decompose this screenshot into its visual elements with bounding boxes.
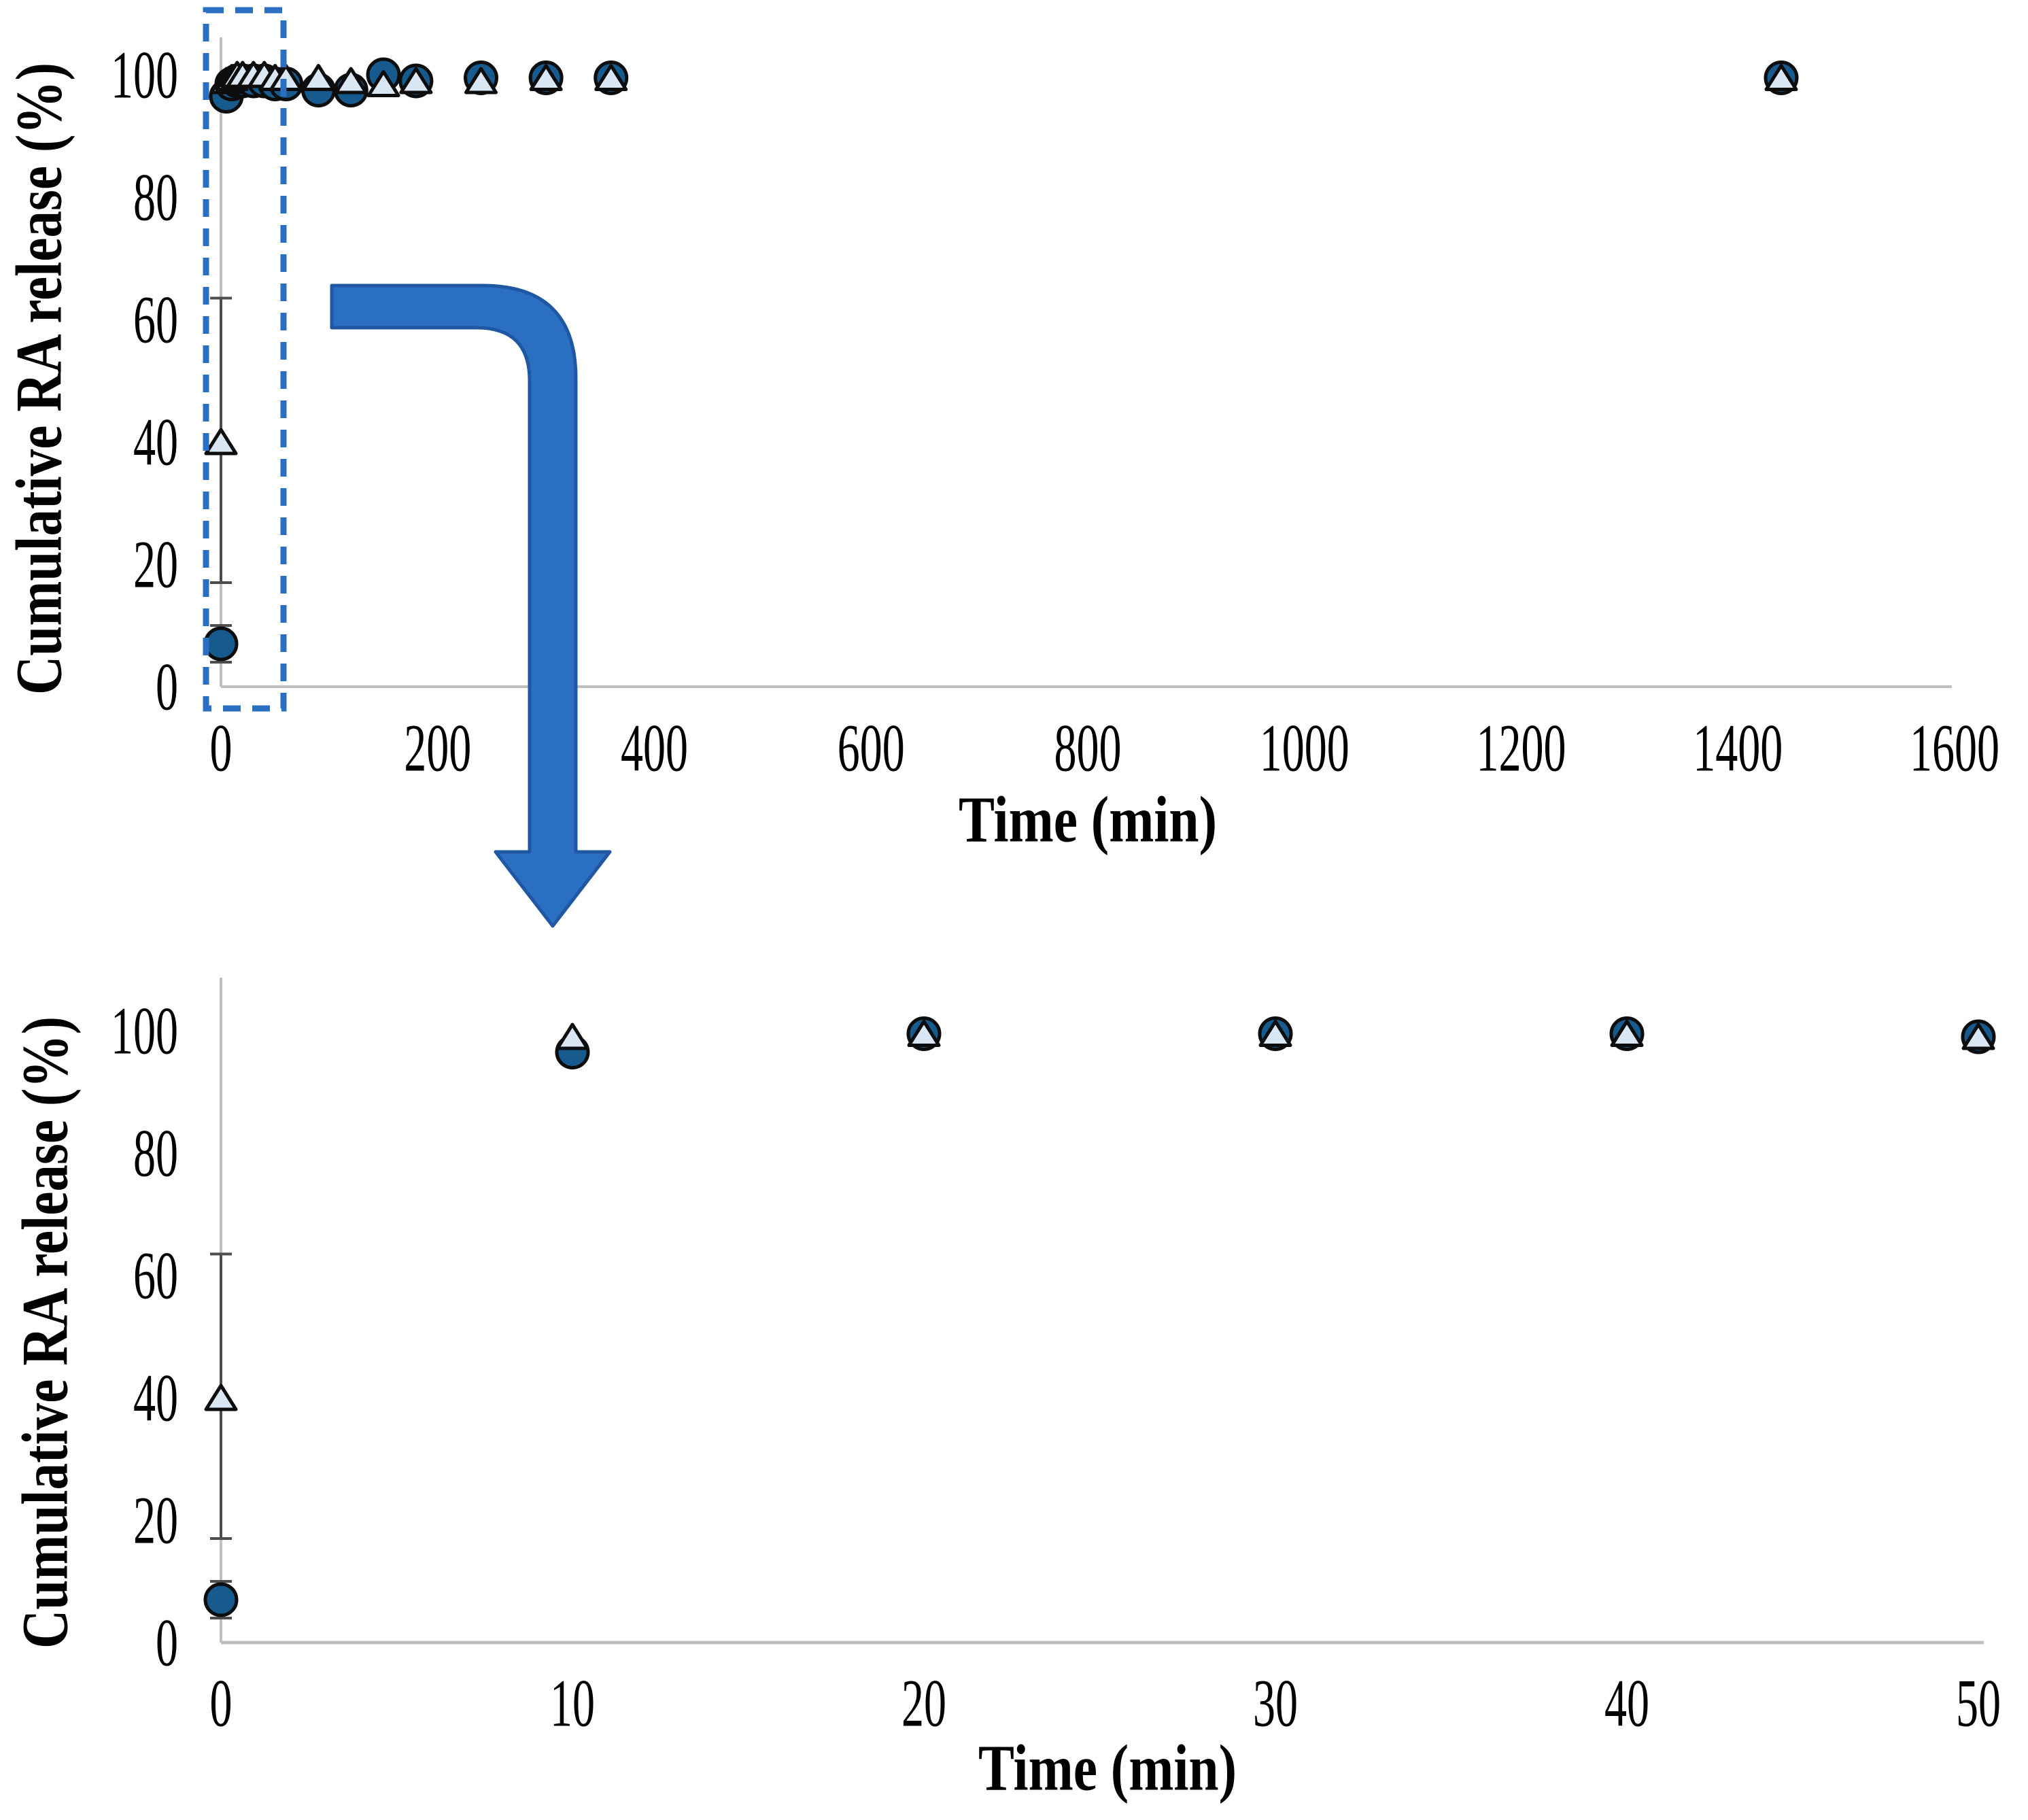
- zoom-region-dashed-box: [203, 7, 287, 712]
- chart-bottom: 0 10 20 30 40 50 0 20 40 60 80 100 Time (min) Cumu…: [9, 978, 2001, 1804]
- y-tick-label: 80: [133, 1116, 178, 1191]
- bottom-y-tick-labels: 0 20 40 60 80 100: [111, 993, 178, 1681]
- y-tick-label: 0: [156, 649, 178, 725]
- top-x-tick-labels: 0 200 400 600 800 1000 1200 1400 1600: [210, 710, 2000, 786]
- data-point-circle: [203, 1582, 239, 1617]
- data-point-triangle: [204, 1384, 238, 1411]
- top-data-points: [203, 57, 1799, 662]
- bottom-x-axis-title: Time (min): [978, 1732, 1237, 1804]
- zoom-callout-arrow: [330, 284, 612, 928]
- x-tick-label: 0: [210, 710, 233, 786]
- bottom-data-points: [203, 1016, 1996, 1617]
- data-point-triangle: [301, 64, 335, 91]
- x-tick-label: 800: [1054, 710, 1122, 786]
- data-point-triangle: [1764, 64, 1798, 91]
- y-tick-label: 100: [111, 993, 178, 1069]
- top-y-axis-title: Cumulative RA release (%): [3, 63, 75, 695]
- x-tick-label: 20: [901, 1666, 946, 1741]
- data-point-triangle: [334, 67, 368, 95]
- y-tick-label: 100: [111, 37, 178, 113]
- y-tick-label: 60: [133, 1238, 178, 1314]
- data-point-triangle: [464, 67, 498, 95]
- top-y-tick-labels: 0 20 40 60 80 100: [111, 37, 178, 725]
- y-tick-label: 80: [133, 160, 178, 235]
- data-point-triangle: [399, 67, 433, 95]
- data-point-circle: [203, 626, 239, 662]
- data-point-triangle: [555, 1023, 589, 1050]
- chart-top: 0 200 400 600 800 1000 1200 1400 1600 0 20 40 60 80 1…: [3, 37, 2000, 856]
- x-tick-label: 40: [1604, 1666, 1649, 1741]
- y-tick-label: 20: [133, 1483, 178, 1558]
- x-tick-label: 0: [210, 1666, 233, 1741]
- data-point-triangle: [1258, 1020, 1292, 1047]
- x-tick-label: 1600: [1910, 710, 1999, 786]
- data-point-triangle: [204, 428, 238, 456]
- y-tick-label: 40: [133, 405, 178, 480]
- x-tick-label: 600: [838, 710, 905, 786]
- x-tick-label: 200: [404, 710, 471, 786]
- data-point-triangle: [529, 64, 563, 91]
- x-tick-label: 50: [1956, 1666, 2001, 1741]
- x-tick-label: 400: [621, 710, 688, 786]
- data-point-triangle: [907, 1020, 941, 1047]
- data-point-triangle: [366, 70, 400, 97]
- y-tick-label: 40: [133, 1360, 178, 1436]
- x-tick-label: 30: [1253, 1666, 1298, 1741]
- data-point-triangle: [1610, 1020, 1644, 1047]
- y-tick-label: 60: [133, 282, 178, 358]
- top-x-axis-title: Time (min): [959, 783, 1217, 856]
- bottom-x-tick-labels: 0 10 20 30 40 50: [210, 1666, 2001, 1741]
- data-point-triangle: [1961, 1023, 1995, 1050]
- x-tick-label: 1000: [1260, 710, 1350, 786]
- x-tick-label: 1400: [1693, 710, 1783, 786]
- data-point-triangle: [594, 64, 628, 91]
- y-tick-label: 20: [133, 527, 178, 602]
- bottom-y-axis-title: Cumulative RA release (%): [9, 1016, 82, 1649]
- x-tick-label: 10: [550, 1666, 595, 1741]
- y-tick-label: 0: [156, 1605, 178, 1681]
- x-tick-label: 1200: [1477, 710, 1566, 786]
